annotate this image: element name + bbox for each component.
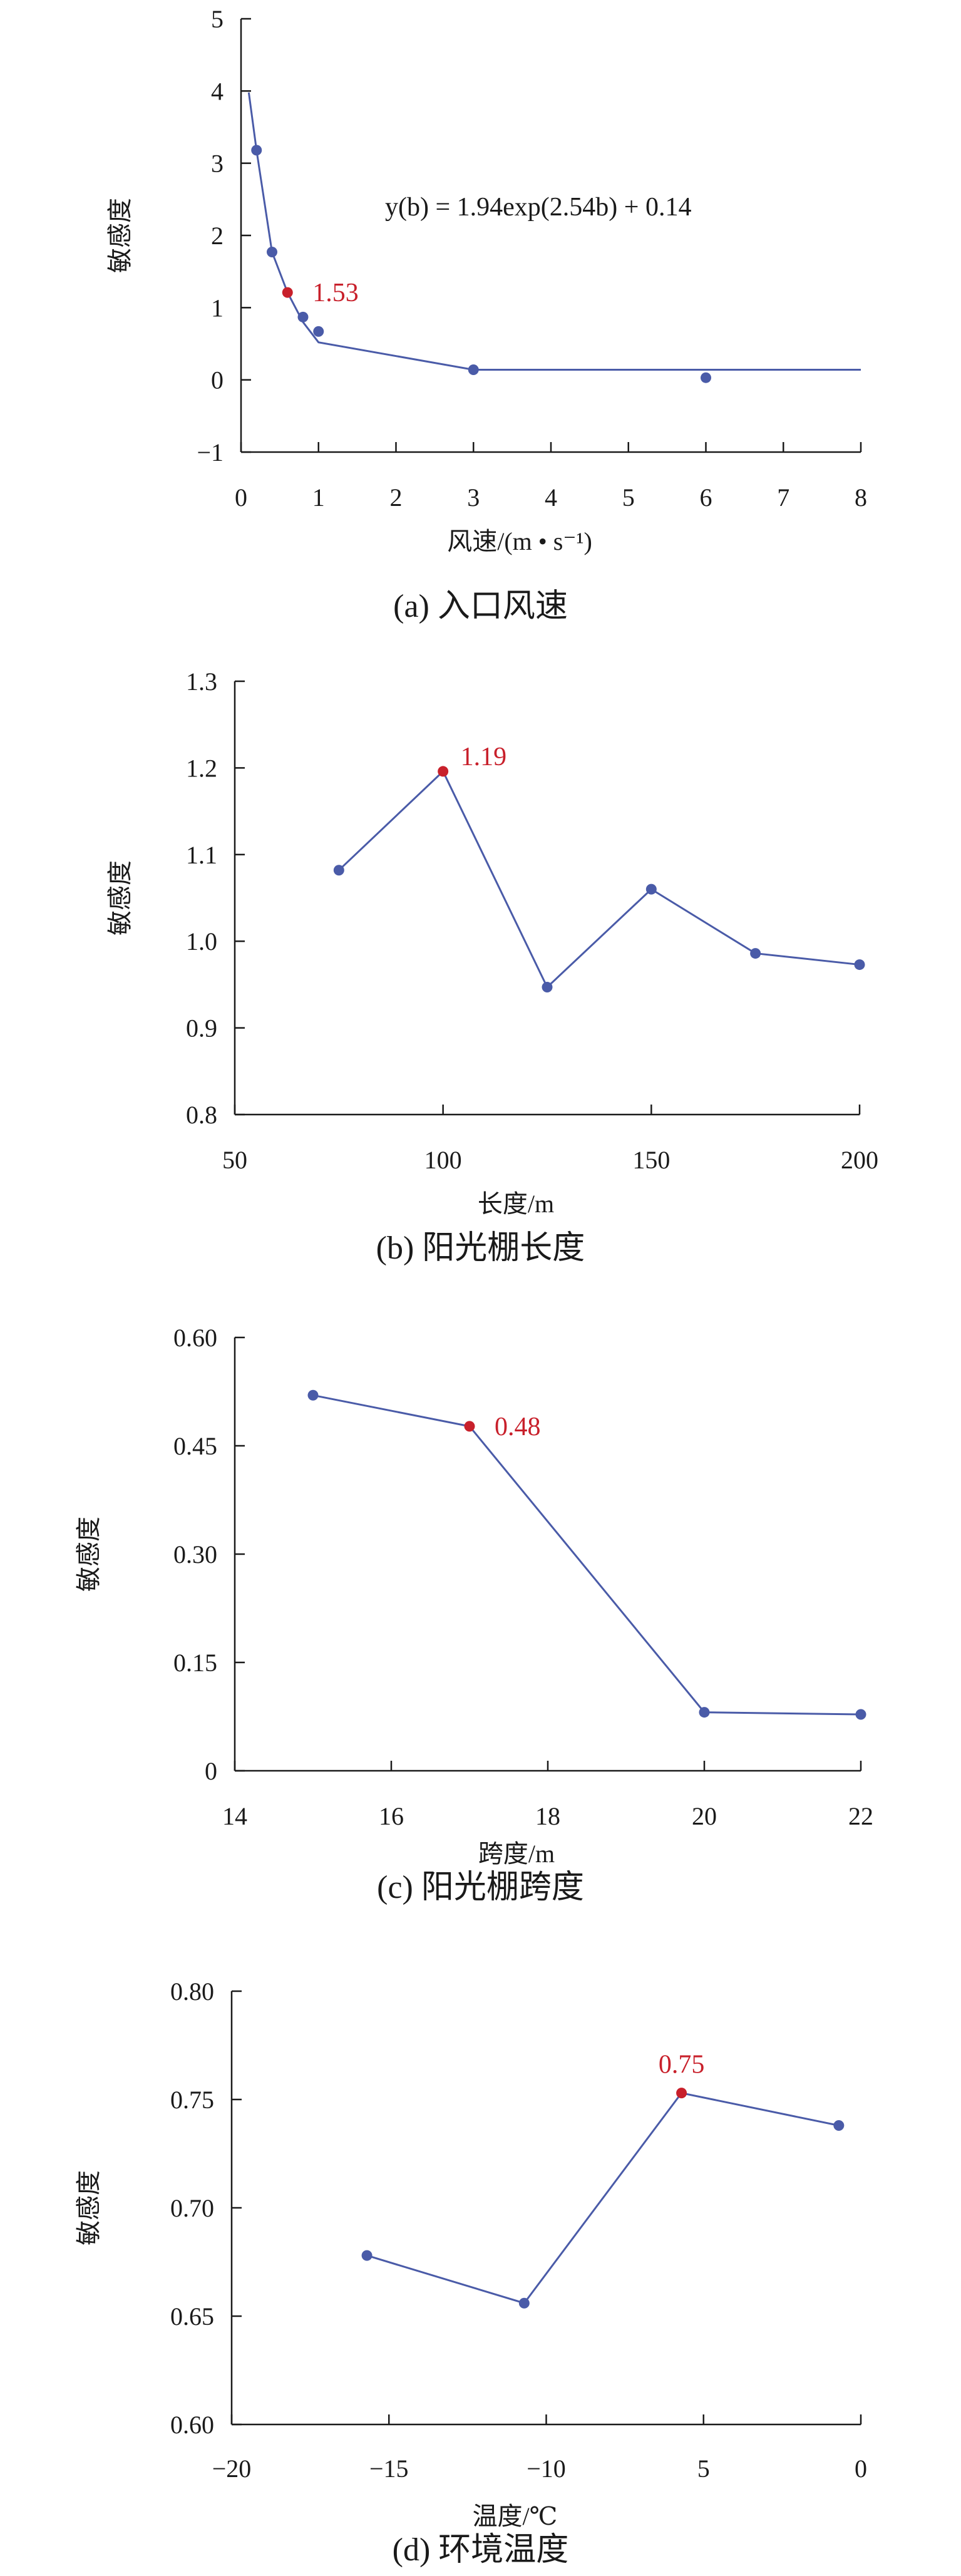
y-tick-label-b: 0.9 bbox=[186, 1014, 217, 1043]
chart-d: 0.60 0.65 0.70 0.75 0.80 −20 −15 −10 5 0 温度/℃ 敏感度 0.… bbox=[75, 1977, 867, 2530]
highlight-point-c bbox=[464, 1421, 475, 1432]
y-tick-label-a: −1 bbox=[197, 438, 224, 466]
x-axis-title-c: 跨度/m bbox=[478, 1840, 555, 1868]
chart-a: −1 0 1 2 3 4 5 0 1 2 3 4 5 6 7 8 风速/(m • s⁻¹) 敏感度 1.53 y(b)… bbox=[106, 5, 867, 555]
fit-formula-a: y(b) = 1.94exp(2.54b) + 0.14 bbox=[385, 193, 691, 222]
data-point-a bbox=[313, 326, 324, 337]
data-point-b bbox=[542, 982, 553, 993]
x-tick-label-d: −15 bbox=[369, 2455, 409, 2483]
data-point-a bbox=[468, 364, 479, 376]
y-tick-label-a: 0 bbox=[211, 366, 224, 394]
x-tick-label-a: 7 bbox=[777, 483, 789, 512]
x-tick-label-d: 0 bbox=[855, 2455, 867, 2483]
data-point-a bbox=[267, 247, 277, 258]
x-tick-label-b: 150 bbox=[632, 1146, 670, 1174]
x-tick-label-c: 22 bbox=[848, 1802, 873, 1830]
y-axis-title-c: 敏感度 bbox=[75, 1517, 103, 1592]
chart-panel-c: 0 0.15 0.30 0.45 0.60 14 16 18 20 22 跨度/m 敏感度 0.48 (… bbox=[0, 1287, 961, 1931]
chart-c: 0 0.15 0.30 0.45 0.60 14 16 18 20 22 跨度/m 敏感度 0.48 bbox=[75, 1324, 873, 1868]
y-tick-label-c: 0.45 bbox=[173, 1432, 217, 1460]
x-tick-label-a: 8 bbox=[855, 483, 867, 512]
x-tick-label-b: 50 bbox=[222, 1146, 247, 1174]
y-tick-label-d: 0.75 bbox=[170, 2086, 214, 2114]
caption-b: (b) 阳光棚长度 bbox=[376, 1230, 585, 1266]
y-tick-label-d: 0.80 bbox=[170, 1977, 214, 2006]
y-axis-title-b: 敏感度 bbox=[106, 860, 134, 935]
y-tick-label-c: 0.15 bbox=[173, 1649, 217, 1677]
series-line-b bbox=[338, 770, 860, 989]
highlight-label-c: 0.48 bbox=[495, 1413, 541, 1441]
chart-panel-b: 0.8 0.9 1.0 1.1 1.2 1.3 50 100 150 200 长度/m 敏感度 1.19… bbox=[0, 644, 961, 1287]
x-tick-label-c: 14 bbox=[222, 1802, 247, 1830]
series-line-a bbox=[247, 92, 861, 371]
x-axis-title-b: 长度/m bbox=[478, 1190, 554, 1218]
caption-a: (a) 入口风速 bbox=[393, 589, 568, 624]
y-tick-label-b: 1.3 bbox=[186, 667, 217, 696]
data-point-b bbox=[333, 865, 344, 876]
y-tick-label-d: 0.70 bbox=[170, 2194, 214, 2222]
y-tick-label-a: 4 bbox=[211, 77, 224, 105]
data-point-d bbox=[361, 2250, 373, 2261]
y-tick-label-b: 1.0 bbox=[186, 927, 217, 956]
data-point-d bbox=[518, 2297, 530, 2309]
x-tick-label-a: 1 bbox=[312, 483, 325, 512]
x-axis-title-d: 温度/℃ bbox=[473, 2502, 558, 2530]
data-point-a bbox=[297, 311, 309, 322]
data-point-b bbox=[854, 959, 865, 971]
chart-b: 0.8 0.9 1.0 1.1 1.2 1.3 50 100 150 200 长度/m 敏感度 1.19 bbox=[106, 667, 878, 1218]
x-tick-label-a: 3 bbox=[467, 483, 480, 512]
y-tick-label-c: 0 bbox=[205, 1757, 217, 1785]
y-tick-label-b: 0.8 bbox=[186, 1101, 217, 1129]
y-tick-label-c: 0.30 bbox=[173, 1540, 217, 1569]
y-tick-label-b: 1.1 bbox=[186, 841, 217, 869]
caption-d: (d) 环境温度 bbox=[392, 2532, 569, 2568]
data-point-d bbox=[833, 2120, 845, 2131]
x-tick-label-d: −20 bbox=[212, 2455, 252, 2483]
x-tick-label-a: 2 bbox=[390, 483, 403, 512]
y-tick-label-a: 2 bbox=[211, 222, 224, 250]
series-line-d bbox=[366, 2091, 840, 2304]
chart-panel-d: 0.60 0.65 0.70 0.75 0.80 −20 −15 −10 5 0 温度/℃ 敏感度 0.… bbox=[0, 1931, 961, 2575]
highlight-label-b: 1.19 bbox=[461, 743, 507, 771]
y-tick-label-d: 0.65 bbox=[170, 2302, 214, 2331]
x-tick-label-b: 100 bbox=[424, 1146, 462, 1174]
highlight-point-d bbox=[676, 2088, 687, 2099]
highlight-point-a bbox=[282, 287, 293, 298]
x-tick-label-d: −10 bbox=[527, 2455, 566, 2483]
x-tick-label-a: 6 bbox=[700, 483, 712, 512]
highlight-label-a: 1.53 bbox=[312, 279, 359, 307]
x-tick-label-a: 4 bbox=[545, 483, 557, 512]
data-point-b bbox=[750, 948, 761, 959]
x-axis-title-a: 风速/(m • s⁻¹) bbox=[447, 527, 592, 555]
data-point-b bbox=[645, 884, 657, 895]
y-tick-label-a: 5 bbox=[211, 5, 224, 33]
x-tick-label-d: 5 bbox=[697, 2455, 710, 2483]
y-tick-label-b: 1.2 bbox=[186, 754, 217, 782]
series-line-c bbox=[312, 1394, 861, 1716]
y-axis-title-d: 敏感度 bbox=[75, 2170, 103, 2245]
x-tick-label-c: 20 bbox=[692, 1802, 717, 1830]
chart-panel-a: −1 0 1 2 3 4 5 0 1 2 3 4 5 6 7 8 风速/(m • s⁻¹) 敏感度 1.53 y(b)… bbox=[0, 0, 961, 644]
y-tick-label-c: 0.60 bbox=[173, 1324, 217, 1352]
y-axis-title-a: 敏感度 bbox=[106, 198, 134, 273]
x-tick-label-a: 0 bbox=[235, 483, 247, 512]
x-tick-label-a: 5 bbox=[622, 483, 635, 512]
caption-c: (c) 阳光棚跨度 bbox=[377, 1870, 584, 1905]
data-point-c bbox=[699, 1707, 710, 1718]
data-point-a bbox=[701, 372, 711, 383]
highlight-label-d: 0.75 bbox=[659, 2051, 705, 2079]
data-point-c bbox=[307, 1389, 319, 1401]
x-tick-label-c: 18 bbox=[535, 1802, 560, 1830]
data-point-c bbox=[855, 1709, 866, 1720]
x-tick-label-b: 200 bbox=[841, 1146, 878, 1174]
y-tick-label-a: 3 bbox=[211, 150, 224, 178]
highlight-point-b bbox=[438, 766, 449, 777]
y-tick-label-d: 0.60 bbox=[170, 2411, 214, 2439]
x-tick-label-c: 16 bbox=[379, 1802, 404, 1830]
data-point-a bbox=[251, 145, 262, 156]
y-tick-label-a: 1 bbox=[211, 294, 224, 322]
